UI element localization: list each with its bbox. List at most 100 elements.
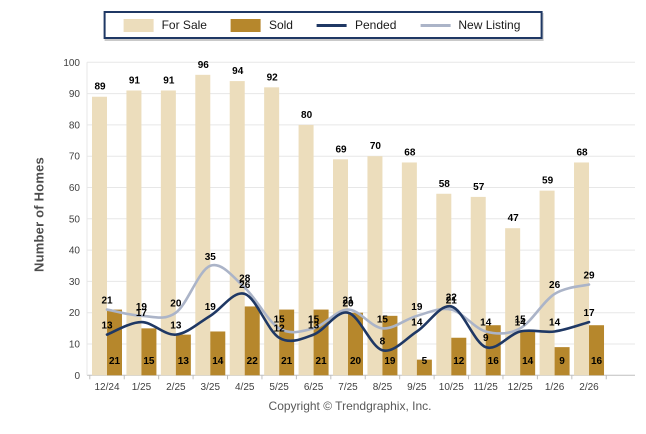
- y-tick-label: 30: [69, 277, 81, 288]
- sold-value-label: 16: [591, 356, 603, 367]
- pended-value-label: 17: [136, 308, 148, 319]
- sold-value-label: 16: [488, 356, 500, 367]
- legend-pended-swatch-line-icon: [316, 23, 347, 27]
- sold-bar: [175, 334, 191, 376]
- sold-bar: [485, 325, 501, 376]
- for-sale-bar: [574, 162, 590, 376]
- legend-item-pended: Pended: [316, 18, 396, 32]
- new-listing-value-label: 19: [411, 302, 423, 313]
- sold-value-label: 5: [422, 356, 428, 367]
- new-listing-value-label: 28: [239, 274, 251, 285]
- sold-value-label: 22: [247, 356, 259, 367]
- legend-for-sale-swatch-square-icon: [123, 18, 154, 32]
- x-tick-label: 1/26: [545, 382, 565, 393]
- for-sale-value-label: 58: [439, 179, 451, 190]
- new-listing-value-label: 26: [549, 280, 561, 291]
- y-tick-label: 10: [69, 340, 81, 351]
- sold-bar: [451, 337, 467, 376]
- new-listing-value-label: 21: [342, 296, 354, 307]
- pended-value-label: 13: [308, 321, 320, 332]
- y-tick-label: 50: [69, 214, 81, 225]
- sold-bar: [348, 312, 364, 376]
- x-tick-label: 6/25: [304, 382, 324, 393]
- x-tick-label: 8/25: [373, 382, 393, 393]
- pended-value-label: 26: [239, 280, 251, 291]
- new-listing-value-label: 19: [136, 302, 148, 313]
- sold-bar: [520, 331, 536, 376]
- sold-bar: [141, 328, 157, 376]
- for-sale-value-label: 47: [508, 213, 520, 224]
- sold-value-label: 9: [559, 356, 565, 367]
- for-sale-bar: [333, 159, 349, 376]
- pended-value-label: 14: [549, 317, 561, 328]
- x-tick-label: 12/24: [94, 382, 119, 393]
- new-listing-value-label: 15: [308, 314, 320, 325]
- legend-item-for-sale: For Sale: [123, 18, 207, 32]
- for-sale-value-label: 92: [267, 72, 279, 83]
- for-sale-bar: [264, 87, 280, 376]
- sold-bar: [382, 315, 398, 376]
- legend-item-sold: Sold: [230, 18, 293, 32]
- sold-bar: [210, 331, 226, 376]
- x-tick-label: 11/25: [474, 382, 499, 393]
- for-sale-bar: [470, 196, 486, 376]
- y-tick-label: 40: [69, 246, 81, 257]
- pended-value-label: 14: [515, 317, 527, 328]
- for-sale-value-label: 80: [301, 110, 313, 121]
- sold-value-label: 15: [143, 356, 155, 367]
- legend: For Sale Sold Pended New Listing: [103, 11, 543, 39]
- for-sale-bar: [436, 193, 452, 376]
- for-sale-value-label: 69: [335, 144, 347, 155]
- sold-value-label: 14: [212, 356, 224, 367]
- sold-value-label: 12: [453, 356, 465, 367]
- y-tick-label: 60: [69, 183, 81, 194]
- pended-value-label: 13: [101, 321, 113, 332]
- pended-value-label: 20: [342, 299, 354, 310]
- sold-bar: [279, 309, 295, 376]
- pended-value-label: 14: [411, 317, 423, 328]
- for-sale-bar: [126, 90, 142, 376]
- legend-new-listing-swatch-line-icon: [420, 23, 451, 27]
- x-tick-label: 10/25: [439, 382, 464, 393]
- for-sale-bar: [401, 162, 417, 376]
- sold-bar: [589, 325, 605, 376]
- sold-bar: [244, 306, 260, 376]
- for-sale-value-label: 68: [576, 147, 588, 158]
- new-listing-line: [105, 263, 591, 335]
- pended-value-label: 12: [274, 324, 286, 335]
- for-sale-value-label: 70: [370, 141, 382, 152]
- for-sale-value-label: 94: [232, 66, 244, 77]
- pended-value-label: 17: [583, 308, 595, 319]
- x-tick-label: 1/25: [132, 382, 152, 393]
- for-sale-value-label: 68: [404, 147, 416, 158]
- sold-value-label: 21: [281, 356, 293, 367]
- sold-value-label: 13: [178, 356, 190, 367]
- for-sale-bar: [539, 190, 555, 376]
- for-sale-value-label: 96: [198, 60, 210, 71]
- sold-value-label: 14: [522, 356, 534, 367]
- sold-value-label: 21: [109, 356, 121, 367]
- pended-value-label: 19: [205, 302, 217, 313]
- y-tick-label: 0: [74, 371, 80, 382]
- for-sale-bar: [195, 74, 211, 376]
- for-sale-value-label: 91: [163, 75, 175, 86]
- for-sale-bar: [298, 124, 314, 376]
- legend-item-new-listing: New Listing: [420, 18, 520, 32]
- new-listing-value-label: 35: [205, 252, 217, 263]
- pended-value-label: 8: [380, 336, 386, 347]
- new-listing-value-label: 29: [583, 271, 595, 282]
- new-listing-value-label: 21: [101, 296, 113, 307]
- x-tick-label: 2/25: [166, 382, 186, 393]
- y-tick-label: 100: [63, 58, 80, 69]
- sold-value-label: 21: [316, 356, 328, 367]
- y-tick-label: 20: [69, 308, 81, 319]
- x-tick-label: 12/25: [508, 382, 533, 393]
- sold-bar: [416, 359, 432, 376]
- for-sale-value-label: 89: [94, 82, 106, 93]
- for-sale-bar: [92, 96, 107, 376]
- new-listing-value-label: 14: [480, 317, 492, 328]
- x-tick-label: 9/25: [407, 382, 427, 393]
- for-sale-bar: [505, 228, 521, 376]
